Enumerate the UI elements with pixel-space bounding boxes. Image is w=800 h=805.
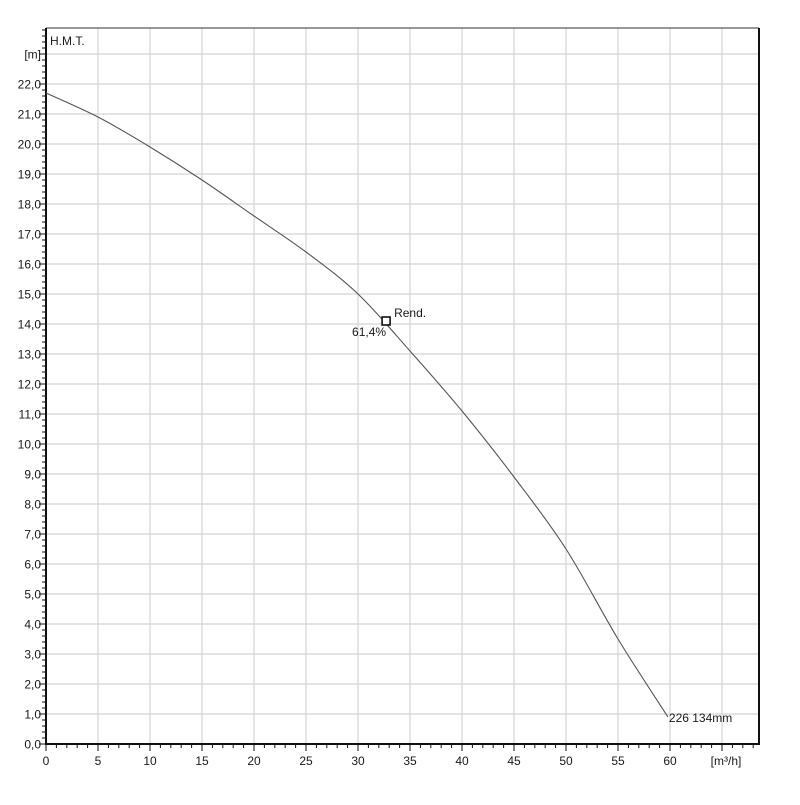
y-tick-label: 7,0 (24, 528, 41, 542)
y-tick-label: 16,0 (18, 258, 42, 272)
y-axis-unit: [m] (24, 48, 41, 62)
y-tick-label: 2,0 (24, 678, 41, 692)
axis-ticks (39, 29, 754, 751)
x-tick-label: 20 (247, 754, 261, 768)
y-axis-title: H.M.T. (50, 34, 85, 48)
y-tick-label: 14,0 (18, 318, 42, 332)
x-tick-label: 50 (559, 754, 573, 768)
x-axis-unit: [m³/h] (711, 754, 742, 768)
y-tick-label: 21,0 (18, 108, 42, 122)
x-tick-label: 5 (95, 754, 102, 768)
grid-lines (46, 28, 759, 744)
y-tick-label: 20,0 (18, 138, 42, 152)
y-tick-label: 12,0 (18, 378, 42, 392)
y-tick-label: 10,0 (18, 438, 42, 452)
efficiency-label: Rend. (394, 306, 426, 320)
tick-labels: 0 5 10 15 20 25 30 35 40 45 50 55 60 0,0 1,0 2,0 3,0 4,0 5… (18, 78, 677, 769)
y-tick-label: 1,0 (24, 708, 41, 722)
y-tick-label: 6,0 (24, 558, 41, 572)
y-tick-label: 8,0 (24, 498, 41, 512)
x-tick-label: 25 (299, 754, 313, 768)
y-tick-label: 13,0 (18, 348, 42, 362)
y-tick-label: 19,0 (18, 168, 42, 182)
y-tick-label: 0,0 (24, 738, 41, 752)
y-tick-label: 5,0 (24, 588, 41, 602)
x-tick-label: 30 (351, 754, 365, 768)
y-tick-label: 4,0 (24, 618, 41, 632)
axes (45, 27, 760, 745)
operating-point-marker (381, 316, 391, 326)
y-tick-label: 17,0 (18, 228, 42, 242)
x-tick-label: 55 (611, 754, 625, 768)
y-tick-label: 3,0 (24, 648, 41, 662)
head-curve-line (45, 92, 669, 718)
x-tick-label: 15 (195, 754, 209, 768)
x-tick-label: 60 (663, 754, 677, 768)
x-tick-label: 40 (455, 754, 469, 768)
x-tick-label: 0 (43, 754, 50, 768)
impeller-diameter-label: 226 134mm (669, 711, 732, 725)
efficiency-value: 61,4% (352, 325, 386, 339)
y-tick-label: 22,0 (18, 78, 42, 92)
y-tick-label: 15,0 (18, 288, 42, 302)
y-tick-label: 9,0 (24, 468, 41, 482)
x-tick-label: 35 (403, 754, 417, 768)
x-tick-label: 45 (507, 754, 521, 768)
y-tick-label: 11,0 (19, 408, 42, 422)
x-tick-label: 10 (143, 754, 157, 768)
y-tick-label: 18,0 (18, 198, 42, 212)
